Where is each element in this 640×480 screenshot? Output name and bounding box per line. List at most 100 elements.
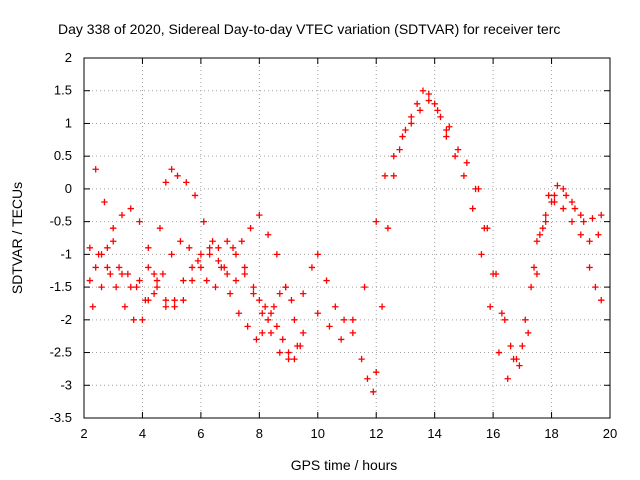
series-track-g: [446, 123, 602, 369]
data-point: [188, 277, 196, 284]
data-point: [443, 126, 450, 134]
x-axis-label: GPS time / hours: [291, 457, 398, 473]
data-point: [437, 113, 444, 121]
data-point: [299, 290, 307, 297]
data-point: [92, 264, 99, 271]
data-point: [463, 159, 471, 166]
data-point: [288, 296, 295, 304]
data-point: [516, 362, 523, 369]
data-point: [384, 224, 392, 232]
data-point: [145, 244, 152, 252]
data-point: [340, 316, 348, 324]
series-track-d: [92, 166, 307, 363]
data-point: [454, 146, 462, 153]
data-point: [326, 323, 333, 330]
data-point: [136, 218, 143, 225]
data-point: [460, 172, 468, 180]
data-point: [89, 303, 96, 310]
data-point: [110, 238, 117, 245]
data-point: [598, 211, 605, 219]
x-tick-label: 14: [427, 426, 441, 441]
data-point: [107, 270, 114, 278]
data-point: [215, 257, 222, 265]
data-point: [86, 244, 94, 252]
x-tick-label: 12: [369, 426, 383, 441]
data-point: [522, 316, 529, 324]
data-point: [177, 238, 184, 245]
data-point: [212, 283, 219, 291]
data-point: [136, 277, 143, 284]
data-point: [226, 290, 234, 297]
data-point: [250, 283, 257, 291]
data-point: [279, 336, 286, 343]
data-point: [299, 329, 307, 337]
y-tick-label: -1.5: [50, 279, 72, 294]
x-tick-label: 8: [256, 426, 263, 441]
data-point: [206, 244, 213, 252]
data-point: [276, 290, 283, 297]
data-point: [554, 182, 561, 189]
data-point: [110, 224, 117, 232]
data-point: [533, 238, 541, 245]
data-point: [524, 329, 532, 337]
data-point: [399, 133, 406, 140]
y-tick-label: 1.5: [54, 83, 72, 98]
series-track-f: [314, 97, 555, 382]
data-point: [308, 264, 316, 271]
series-track-a: [86, 205, 298, 363]
data-point: [373, 218, 380, 225]
data-point: [86, 277, 94, 284]
data-point: [273, 251, 281, 258]
data-point: [256, 296, 263, 304]
data-point: [446, 123, 453, 130]
data-point: [150, 290, 158, 297]
y-tick-label: -0.5: [50, 214, 72, 229]
data-point: [124, 270, 132, 278]
series-track-b: [86, 166, 295, 343]
data-point: [267, 329, 275, 337]
data-point: [197, 251, 205, 258]
data-point: [402, 126, 409, 134]
y-axis-label: SDTVAR / TECUs: [9, 182, 25, 294]
data-point: [95, 251, 102, 258]
data-point: [542, 211, 549, 219]
data-point: [469, 205, 476, 212]
x-tick-label: 10: [311, 426, 325, 441]
data-point: [256, 211, 263, 219]
data-points: [86, 87, 605, 396]
data-point: [451, 152, 459, 160]
data-point: [261, 303, 269, 310]
data-point: [276, 349, 283, 356]
data-point: [373, 368, 380, 376]
data-point: [577, 211, 584, 219]
data-point: [530, 264, 538, 271]
y-tick-label: -3.5: [50, 410, 72, 425]
data-point: [443, 133, 450, 140]
data-point: [223, 270, 231, 278]
x-tick-label: 18: [544, 426, 558, 441]
data-point: [551, 198, 558, 206]
data-point: [495, 349, 503, 356]
data-point: [215, 244, 222, 252]
data-point: [291, 316, 298, 324]
data-point: [519, 342, 526, 350]
data-point: [492, 270, 500, 278]
data-point: [101, 198, 108, 206]
y-tick-label: -2: [60, 312, 72, 327]
data-point: [545, 192, 552, 199]
data-point: [323, 277, 330, 284]
axis-ticks: 2 4 6 8 10 12 14 16 18 20 2 1.5 1 0.5 0 -0.5 -1 -1.5 -2 -2.…: [50, 50, 618, 441]
data-point: [127, 205, 134, 212]
data-point: [314, 251, 321, 258]
data-point: [118, 270, 126, 278]
series-track-i: [533, 185, 605, 304]
data-point: [370, 388, 377, 396]
data-point: [104, 244, 111, 252]
data-point: [194, 257, 202, 265]
data-point: [358, 355, 365, 363]
data-point: [221, 264, 228, 271]
data-point: [408, 120, 415, 127]
data-point: [595, 231, 602, 238]
data-point: [586, 238, 593, 245]
